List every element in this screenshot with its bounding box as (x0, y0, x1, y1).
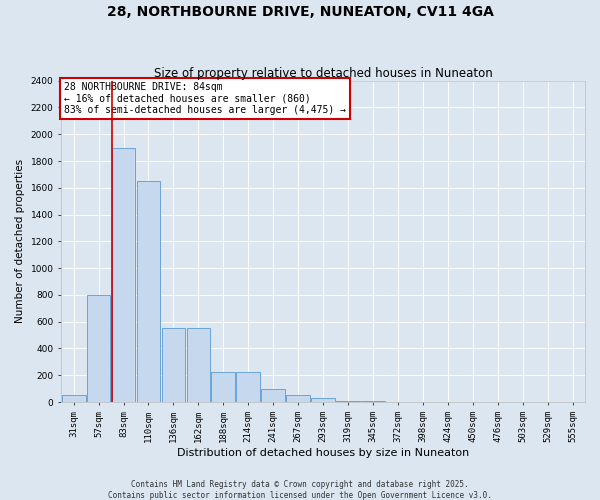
Bar (161, 328, 185, 402)
Text: 28 NORTHBOURNE DRIVE: 84sqm
← 16% of detached houses are smaller (860)
83% of se: 28 NORTHBOURNE DRIVE: 84sqm ← 16% of det… (64, 82, 346, 116)
Y-axis label: Number of detached properties: Number of detached properties (15, 160, 25, 324)
Bar (87, 295, 110, 402)
Bar (137, 181, 160, 402)
Bar (236, 372, 260, 402)
Bar (262, 388, 285, 402)
Bar (311, 398, 335, 402)
Text: 28, NORTHBOURNE DRIVE, NUNEATON, CV11 4GA: 28, NORTHBOURNE DRIVE, NUNEATON, CV11 4G… (107, 5, 493, 19)
Bar (336, 401, 360, 402)
X-axis label: Distribution of detached houses by size in Nuneaton: Distribution of detached houses by size … (177, 448, 469, 458)
Bar (187, 328, 210, 402)
Text: Contains HM Land Registry data © Crown copyright and database right 2025.
Contai: Contains HM Land Registry data © Crown c… (108, 480, 492, 500)
Bar (211, 372, 235, 402)
Bar (286, 394, 310, 402)
Title: Size of property relative to detached houses in Nuneaton: Size of property relative to detached ho… (154, 66, 493, 80)
Bar (112, 148, 136, 402)
Bar (62, 396, 86, 402)
